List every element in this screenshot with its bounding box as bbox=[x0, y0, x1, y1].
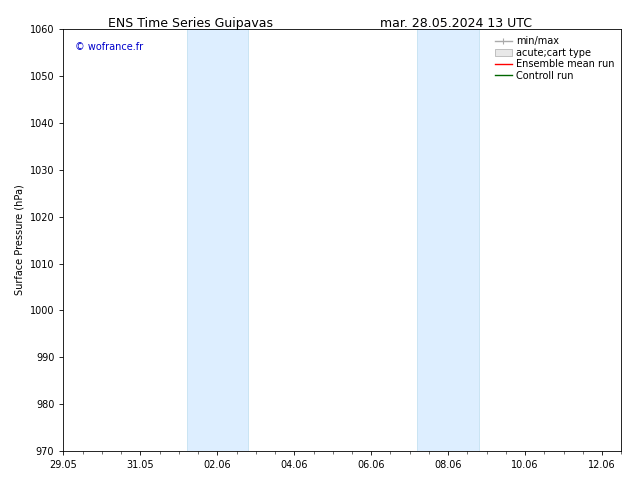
Legend: min/max, acute;cart type, Ensemble mean run, Controll run: min/max, acute;cart type, Ensemble mean … bbox=[493, 34, 616, 82]
Bar bbox=[186, 29, 248, 451]
Text: ENS Time Series Guipavas: ENS Time Series Guipavas bbox=[108, 17, 273, 30]
Text: © wofrance.fr: © wofrance.fr bbox=[75, 42, 143, 52]
Text: mar. 28.05.2024 13 UTC: mar. 28.05.2024 13 UTC bbox=[380, 17, 533, 30]
Bar bbox=[417, 29, 479, 451]
Y-axis label: Surface Pressure (hPa): Surface Pressure (hPa) bbox=[14, 185, 24, 295]
